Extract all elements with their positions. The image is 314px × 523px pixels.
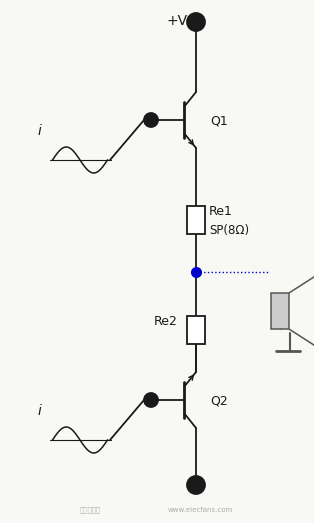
Text: Q2: Q2 bbox=[210, 395, 228, 408]
Text: -: - bbox=[188, 478, 194, 496]
Text: i: i bbox=[38, 124, 42, 138]
Circle shape bbox=[187, 476, 205, 494]
Circle shape bbox=[187, 13, 205, 31]
Text: i: i bbox=[38, 404, 42, 418]
Bar bbox=[187, 206, 205, 234]
Text: +V: +V bbox=[166, 14, 187, 28]
Circle shape bbox=[144, 113, 158, 127]
Text: Q1: Q1 bbox=[210, 115, 228, 128]
Bar bbox=[187, 316, 205, 344]
Text: SP(8Ω): SP(8Ω) bbox=[209, 224, 249, 237]
Text: 电子发烧友: 电子发烧友 bbox=[79, 507, 100, 513]
Text: Re1: Re1 bbox=[209, 205, 233, 218]
Circle shape bbox=[144, 393, 158, 407]
Text: Re2: Re2 bbox=[154, 315, 178, 328]
Bar bbox=[271, 293, 289, 329]
Text: www.elecfans.com: www.elecfans.com bbox=[167, 507, 233, 513]
